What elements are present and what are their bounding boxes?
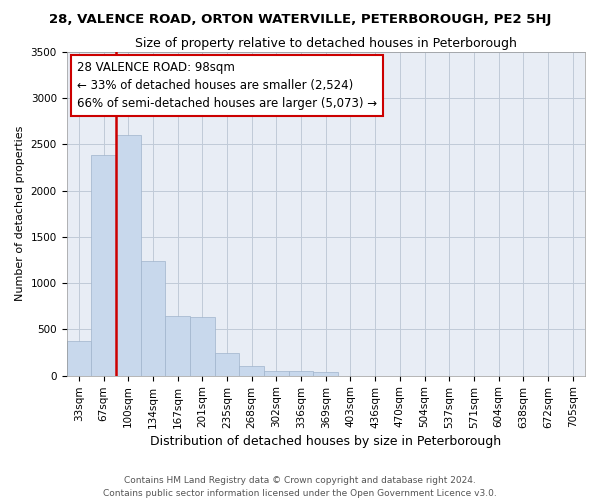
Text: 28 VALENCE ROAD: 98sqm
← 33% of detached houses are smaller (2,524)
66% of semi-: 28 VALENCE ROAD: 98sqm ← 33% of detached… xyxy=(77,62,377,110)
Bar xyxy=(140,261,165,376)
Y-axis label: Number of detached properties: Number of detached properties xyxy=(15,126,25,302)
Text: 28, VALENCE ROAD, ORTON WATERVILLE, PETERBOROUGH, PE2 5HJ: 28, VALENCE ROAD, ORTON WATERVILLE, PETE… xyxy=(49,12,551,26)
Title: Size of property relative to detached houses in Peterborough: Size of property relative to detached ho… xyxy=(135,38,517,51)
Bar xyxy=(264,370,289,376)
Bar xyxy=(67,340,91,376)
Bar xyxy=(289,370,313,376)
Bar xyxy=(165,316,190,376)
Text: Contains HM Land Registry data © Crown copyright and database right 2024.
Contai: Contains HM Land Registry data © Crown c… xyxy=(103,476,497,498)
X-axis label: Distribution of detached houses by size in Peterborough: Distribution of detached houses by size … xyxy=(150,434,502,448)
Bar xyxy=(215,352,239,376)
Bar xyxy=(313,372,338,376)
Bar xyxy=(239,366,264,376)
Bar xyxy=(116,135,140,376)
Bar xyxy=(91,156,116,376)
Bar xyxy=(190,318,215,376)
